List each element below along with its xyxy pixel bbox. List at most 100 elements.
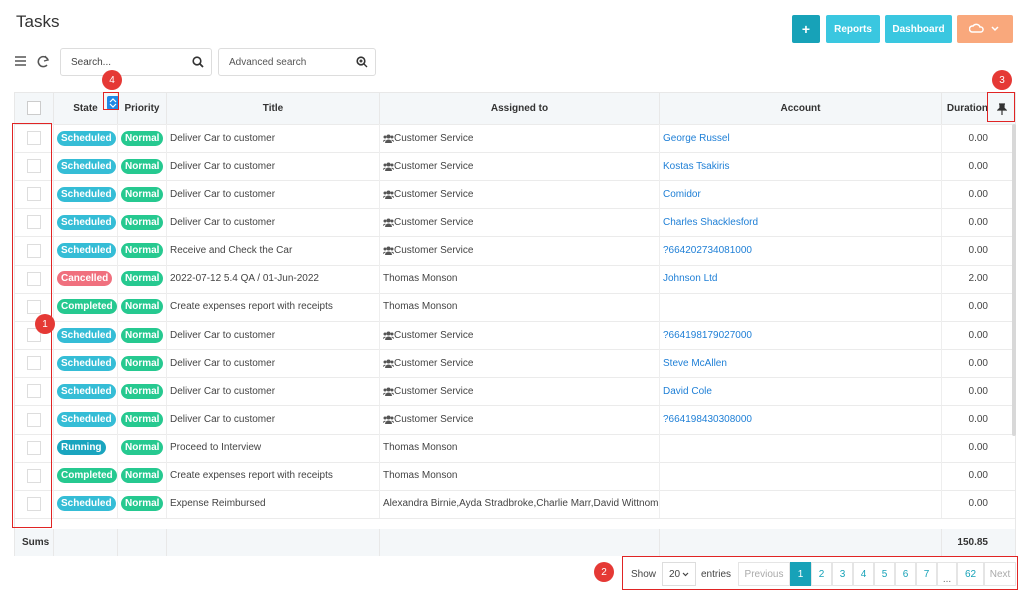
group-icon xyxy=(382,218,395,227)
table-cell: Proceed to Interview xyxy=(166,433,379,462)
account-link[interactable]: ?664198430308000 xyxy=(663,414,752,425)
users xyxy=(382,246,395,256)
state-badge: Running xyxy=(57,440,106,456)
table-cell: Thomas Monson xyxy=(379,292,659,321)
table-cell: 0.00 xyxy=(941,321,991,350)
row-divider xyxy=(15,405,1015,407)
row-checkbox[interactable] xyxy=(27,215,41,230)
group-icon xyxy=(382,415,395,424)
header-row xyxy=(15,93,1015,124)
group-icon xyxy=(382,190,395,199)
search-input[interactable]: Search... xyxy=(60,48,212,76)
row-checkbox[interactable] xyxy=(27,299,41,314)
cell-text: Thomas Monson xyxy=(383,301,458,313)
account-link[interactable]: Comidor xyxy=(663,188,701,200)
select-all[interactable] xyxy=(27,101,41,115)
state-badge: Scheduled xyxy=(57,186,116,202)
priority-badge: Normal xyxy=(121,186,164,202)
row-checkbox[interactable] xyxy=(27,271,41,286)
row-checkbox[interactable] xyxy=(27,468,41,483)
account-link[interactable]: Johnson Ltd xyxy=(663,273,718,285)
table-cell: Normal xyxy=(117,124,166,152)
group-icon xyxy=(382,246,395,256)
advanced-search[interactable]: Advanced search xyxy=(218,48,376,76)
column-header[interactable]: Duration xyxy=(941,93,991,124)
column-header[interactable]: Priority xyxy=(117,93,166,124)
dashboard-button[interactable]: Dashboard xyxy=(885,15,952,43)
row-checkbox[interactable] xyxy=(27,440,41,455)
priority-badge: Normal xyxy=(121,214,164,230)
table-cell: Normal xyxy=(117,349,166,378)
priority-badge: Normal xyxy=(121,327,164,343)
table-cell: Normal xyxy=(117,321,166,350)
cell-text: Customer Service xyxy=(394,216,474,228)
table-cell xyxy=(659,489,941,518)
table-cell: Create expenses report with receipts xyxy=(166,292,379,321)
row-divider xyxy=(15,433,1015,435)
row-checkbox[interactable] xyxy=(27,384,41,399)
highlight-sort xyxy=(103,92,119,110)
cell-text: Deliver Car to customer xyxy=(170,160,276,172)
col-divider xyxy=(659,529,660,556)
row-checkbox[interactable] xyxy=(27,131,41,145)
col-divider xyxy=(53,529,54,556)
cell-text: Expense Reimbursed xyxy=(170,498,266,510)
account-link[interactable]: ?664198179027000 xyxy=(663,329,752,341)
table-cell: 0.00 xyxy=(941,489,991,518)
table-cell: Scheduled xyxy=(53,124,117,152)
table-cell: Expense Reimbursed xyxy=(166,489,379,518)
scrollbar xyxy=(1012,124,1016,436)
table-cell: Create expenses report with receipts xyxy=(166,461,379,490)
row-checkbox[interactable] xyxy=(27,187,41,202)
row-checkbox[interactable] xyxy=(27,243,41,258)
table-cell: Normal xyxy=(117,377,166,406)
cell-text: 0.00 xyxy=(968,385,988,397)
row-checkbox[interactable] xyxy=(27,159,41,174)
cloud-icon xyxy=(969,23,999,33)
group-icon xyxy=(382,387,395,396)
table-cell: Normal xyxy=(117,405,166,434)
account-link[interactable]: George Russel xyxy=(663,132,730,144)
account-link[interactable]: Steve McAllen xyxy=(663,357,727,369)
row-checkbox[interactable] xyxy=(27,496,41,511)
account-link[interactable]: Kostas Tsakiris xyxy=(663,160,730,172)
account-link[interactable]: Charles Shacklesford xyxy=(663,216,759,228)
account-link[interactable]: ?664202734081000 xyxy=(663,245,752,257)
column-header[interactable]: State xyxy=(53,93,117,124)
toolbar-icons[interactable] xyxy=(14,54,54,70)
reports-button[interactable]: Reports xyxy=(826,15,880,43)
table-cell: Customer Service xyxy=(379,321,659,350)
annotation-marker: 2 xyxy=(594,562,614,582)
account-link[interactable]: David Cole xyxy=(663,385,712,397)
table-cell xyxy=(659,292,941,321)
row-divider xyxy=(15,461,1015,463)
row-checkbox[interactable] xyxy=(27,328,41,343)
add-button[interactable]: + xyxy=(792,15,820,43)
table-cell: Completed xyxy=(53,461,117,490)
pin-icon[interactable] xyxy=(996,103,1008,115)
column-header[interactable]: Account xyxy=(659,93,941,124)
table-cell: Steve McAllen xyxy=(659,349,941,378)
column-header[interactable]: Title xyxy=(166,93,379,124)
column-header[interactable]: Assigned to xyxy=(379,93,659,124)
priority-badge: Normal xyxy=(121,158,164,174)
table-cell: George Russel xyxy=(659,124,941,152)
cell-text: Deliver Car to customer xyxy=(170,357,276,369)
row-checkbox[interactable] xyxy=(27,412,41,427)
row-checkbox[interactable] xyxy=(27,356,41,371)
state-badge: Completed xyxy=(57,468,117,484)
state-badge: Scheduled xyxy=(57,158,116,174)
cell-text: Deliver Car to customer xyxy=(170,414,276,425)
row-divider xyxy=(15,292,1015,294)
row-divider xyxy=(15,236,1015,238)
cell-text: 0.00 xyxy=(968,188,988,200)
cloud-button[interactable] xyxy=(957,15,1013,43)
table-cell: Normal xyxy=(117,208,166,237)
state-badge: Scheduled xyxy=(57,243,116,259)
table-cell: David Cole xyxy=(659,377,941,406)
table-cell: 0.00 xyxy=(941,405,991,434)
table-cell: Deliver Car to customer xyxy=(166,152,379,181)
sort-icon[interactable] xyxy=(107,96,119,110)
table-cell: Comidor xyxy=(659,180,941,209)
